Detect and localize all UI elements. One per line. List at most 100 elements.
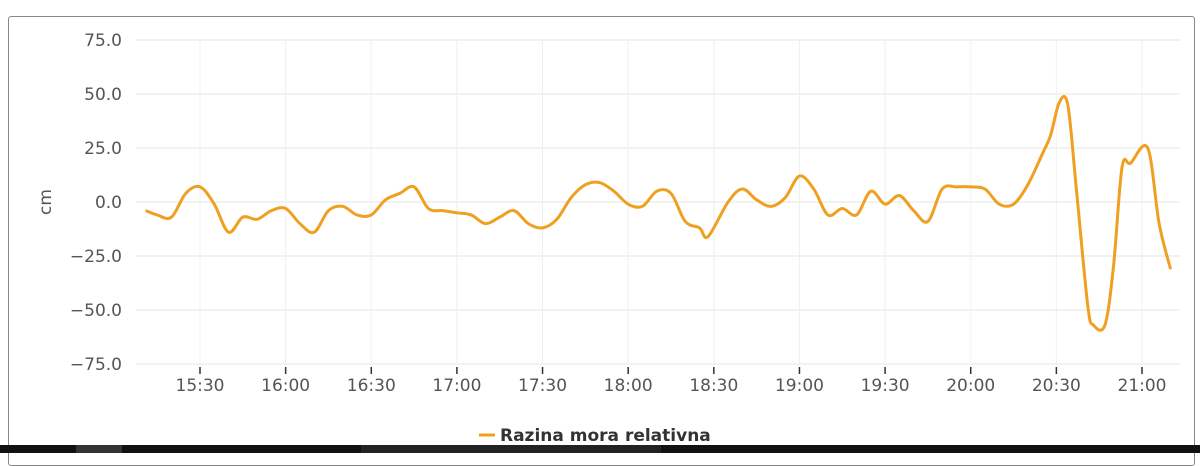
data-point	[613, 190, 615, 192]
x-tick-label: 16:00	[261, 376, 310, 396]
data-point	[727, 201, 729, 203]
data-point	[856, 214, 858, 216]
data-point	[884, 203, 886, 205]
data-point	[599, 182, 601, 184]
data-point	[145, 210, 147, 212]
data-point	[998, 203, 1000, 205]
x-tick-label: 19:30	[861, 376, 910, 396]
legend-label: Razina mora relativna	[500, 426, 711, 446]
data-point	[570, 197, 572, 199]
series-line	[145, 94, 1173, 332]
data-point	[1121, 166, 1123, 168]
data-point	[299, 223, 301, 225]
data-point	[556, 218, 558, 220]
y-tick-label: −50.0	[70, 301, 122, 321]
data-point	[513, 210, 515, 212]
data-point	[542, 227, 544, 229]
data-point	[1050, 134, 1052, 136]
data-point	[242, 216, 244, 218]
data-point	[1067, 104, 1069, 106]
data-point	[784, 197, 786, 199]
data-point	[385, 199, 387, 201]
data-point	[1112, 266, 1114, 268]
x-tick-label: 20:00	[946, 376, 995, 396]
data-point	[499, 216, 501, 218]
data-point	[898, 195, 900, 197]
sea-level-line-chart: 75.0 50.0 25.0 0.0 −25.0 −50.0 −75.0 15:30 16:00…	[36, 31, 1180, 446]
data-point	[170, 216, 172, 218]
data-point	[741, 188, 743, 190]
data-point	[656, 190, 658, 192]
data-point	[185, 192, 187, 194]
data-point	[927, 220, 929, 222]
data-point	[1092, 324, 1094, 326]
data-point	[870, 190, 872, 192]
data-point	[699, 227, 701, 229]
data-point	[707, 236, 709, 238]
data-point	[627, 203, 629, 205]
y-tick-label: −25.0	[70, 247, 122, 267]
data-point	[313, 231, 315, 233]
data-point	[1147, 147, 1149, 149]
data-point	[827, 214, 829, 216]
data-point	[941, 188, 943, 190]
data-point	[1087, 305, 1089, 307]
data-point	[670, 192, 672, 194]
x-tick-label: 19:00	[775, 376, 824, 396]
data-point	[813, 188, 815, 190]
data-point	[470, 214, 472, 216]
y-tick-label: 50.0	[84, 85, 122, 105]
data-point	[327, 210, 329, 212]
data-point	[1075, 188, 1077, 190]
data-point	[285, 207, 287, 209]
y-tick-label: 0.0	[95, 193, 122, 213]
data-point	[427, 207, 429, 209]
data-point	[156, 214, 158, 216]
data-point	[370, 214, 372, 216]
data-point	[1170, 268, 1172, 270]
bottom-bar-segment	[76, 445, 122, 453]
data-point	[770, 205, 772, 207]
data-point	[955, 186, 957, 188]
data-point	[1104, 324, 1106, 326]
data-point	[798, 175, 800, 177]
data-point	[1013, 203, 1015, 205]
data-point	[641, 205, 643, 207]
data-point	[841, 207, 843, 209]
data-point	[484, 223, 486, 225]
data-point	[913, 210, 915, 212]
data-point	[1130, 162, 1132, 164]
y-tick-label: 75.0	[84, 31, 122, 51]
data-point	[228, 231, 230, 233]
y-axis-label: cm	[36, 189, 56, 215]
x-tick-label: 16:30	[347, 376, 396, 396]
x-tick-label: 18:00	[604, 376, 653, 396]
x-tick-label: 20:30	[1032, 376, 1081, 396]
x-tick-label: 17:00	[432, 376, 481, 396]
data-point	[527, 223, 529, 225]
y-tick-label: −75.0	[70, 355, 122, 375]
data-point	[413, 186, 415, 188]
data-point	[584, 184, 586, 186]
data-point	[984, 188, 986, 190]
data-point	[456, 212, 458, 214]
data-point	[256, 218, 258, 220]
bottom-bar	[0, 445, 1200, 453]
data-point	[756, 199, 758, 201]
x-tick-label: 15:30	[176, 376, 225, 396]
data-point	[1058, 102, 1060, 104]
data-point	[356, 214, 358, 216]
bottom-bar-segment	[361, 445, 661, 453]
data-point	[199, 186, 201, 188]
x-tick-label: 17:30	[518, 376, 567, 396]
data-point	[970, 186, 972, 188]
data-point	[684, 220, 686, 222]
data-point	[270, 210, 272, 212]
data-point	[399, 192, 401, 194]
data-point	[213, 203, 215, 205]
data-point	[342, 205, 344, 207]
y-tick-label: 25.0	[84, 139, 122, 159]
data-point	[1027, 184, 1029, 186]
data-point	[1041, 153, 1043, 155]
data-point	[1158, 223, 1160, 225]
